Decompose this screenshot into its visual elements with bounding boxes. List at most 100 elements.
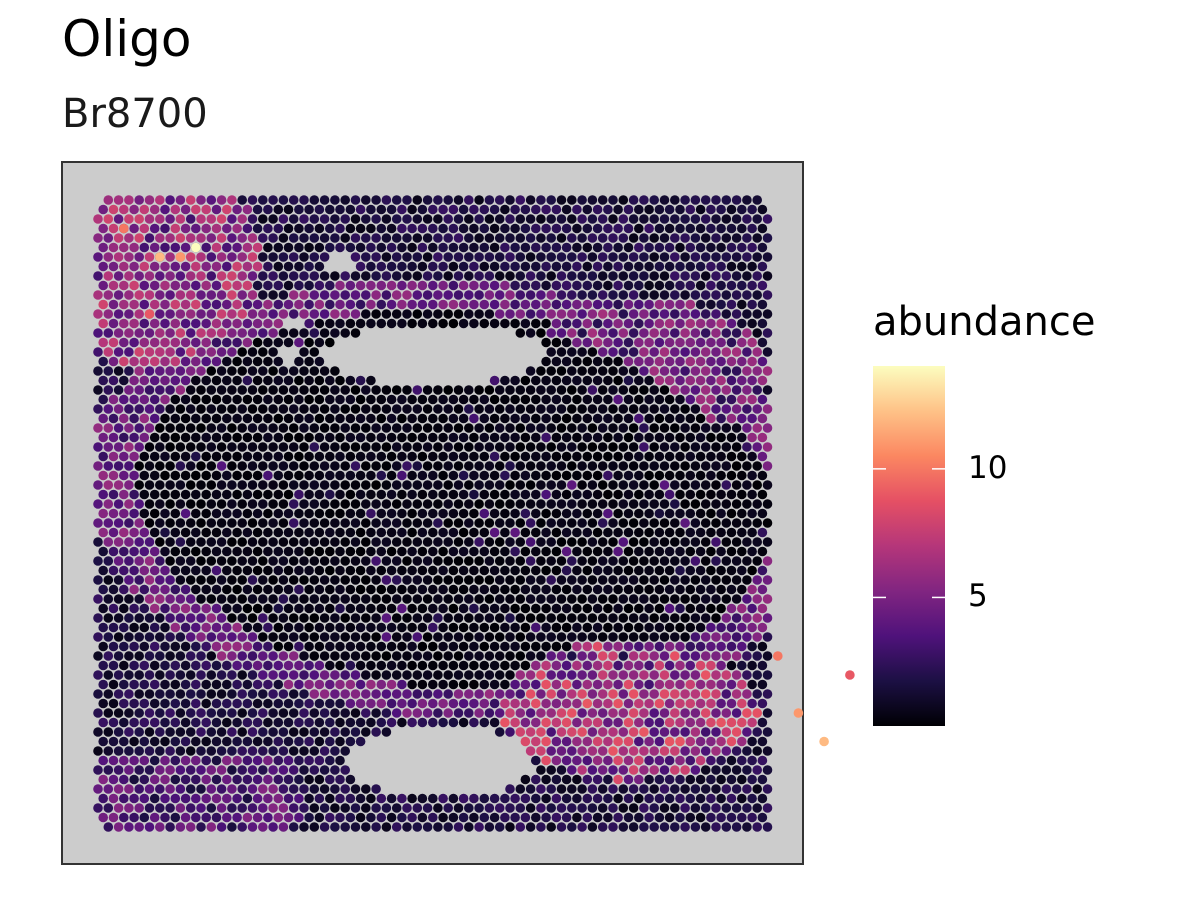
spot	[494, 252, 505, 262]
spot	[170, 622, 181, 633]
spot	[659, 347, 670, 357]
spot	[93, 290, 103, 300]
spot	[546, 461, 556, 471]
spot	[525, 518, 536, 528]
spot	[618, 651, 629, 661]
spot	[639, 214, 649, 224]
spot	[541, 584, 551, 595]
spot	[489, 527, 500, 538]
spot	[675, 280, 685, 291]
spot	[675, 337, 685, 348]
spot	[531, 223, 541, 234]
spot	[283, 622, 294, 633]
spot	[428, 660, 438, 671]
spot	[628, 556, 639, 566]
spot	[144, 765, 155, 775]
spot	[670, 518, 680, 528]
spot	[258, 556, 268, 566]
spot	[639, 404, 649, 414]
spot	[345, 470, 356, 481]
spot	[345, 641, 356, 652]
spot	[211, 299, 222, 310]
spot	[201, 489, 211, 500]
spot	[752, 765, 762, 775]
spot	[237, 480, 247, 490]
spot	[711, 518, 721, 528]
spot	[731, 746, 742, 756]
spot	[366, 508, 376, 519]
spot	[716, 717, 726, 728]
spot	[577, 575, 587, 585]
spot	[613, 793, 623, 804]
spot	[386, 413, 397, 424]
spot	[134, 575, 144, 585]
spot	[134, 309, 144, 319]
spot	[752, 404, 762, 414]
spot	[711, 347, 721, 357]
spot	[500, 546, 510, 557]
spot	[273, 394, 284, 405]
spot	[165, 689, 175, 699]
spot	[227, 708, 237, 718]
spot	[155, 537, 165, 547]
spot	[93, 556, 103, 566]
spot	[685, 584, 696, 595]
spot	[659, 537, 670, 547]
spot	[494, 575, 505, 585]
spot	[577, 784, 587, 794]
spot	[711, 499, 721, 509]
spot	[582, 204, 593, 215]
spot	[654, 603, 665, 614]
spot	[721, 651, 732, 661]
spot	[592, 717, 603, 728]
spot	[670, 537, 680, 547]
spot	[345, 736, 356, 747]
spot	[93, 708, 103, 718]
spot	[706, 489, 716, 500]
spot	[561, 261, 572, 272]
spot	[634, 470, 644, 481]
spot	[757, 698, 768, 709]
spot	[294, 299, 304, 310]
spot	[273, 451, 284, 462]
spot	[572, 565, 582, 576]
spot	[706, 204, 716, 215]
spot	[541, 603, 551, 614]
spot	[247, 556, 258, 566]
spot	[685, 527, 696, 538]
spot	[623, 280, 634, 291]
spot	[582, 299, 593, 310]
spot	[381, 556, 392, 566]
spot	[525, 214, 536, 224]
spot	[520, 565, 531, 576]
spot	[613, 394, 623, 405]
spot	[227, 480, 237, 490]
spot-hotspot	[144, 309, 155, 319]
spot	[567, 252, 577, 262]
spot	[134, 195, 144, 205]
spot	[582, 413, 593, 424]
spot	[680, 233, 690, 243]
spot	[747, 584, 757, 595]
spot	[113, 290, 124, 300]
spot	[196, 613, 206, 623]
spot	[757, 242, 768, 253]
spot	[206, 214, 217, 224]
spot	[124, 575, 134, 585]
spot	[592, 603, 603, 614]
spot	[211, 584, 222, 595]
spot	[268, 252, 278, 262]
spot	[227, 195, 237, 205]
spot	[654, 584, 665, 595]
spot	[211, 565, 222, 576]
spot	[422, 480, 433, 490]
spot	[757, 432, 768, 443]
spot	[113, 309, 124, 319]
spot	[592, 204, 603, 215]
spot	[587, 556, 598, 566]
spot	[273, 641, 284, 652]
spot	[443, 803, 454, 813]
spot	[726, 204, 737, 215]
spot	[731, 803, 742, 813]
spot	[675, 812, 685, 823]
